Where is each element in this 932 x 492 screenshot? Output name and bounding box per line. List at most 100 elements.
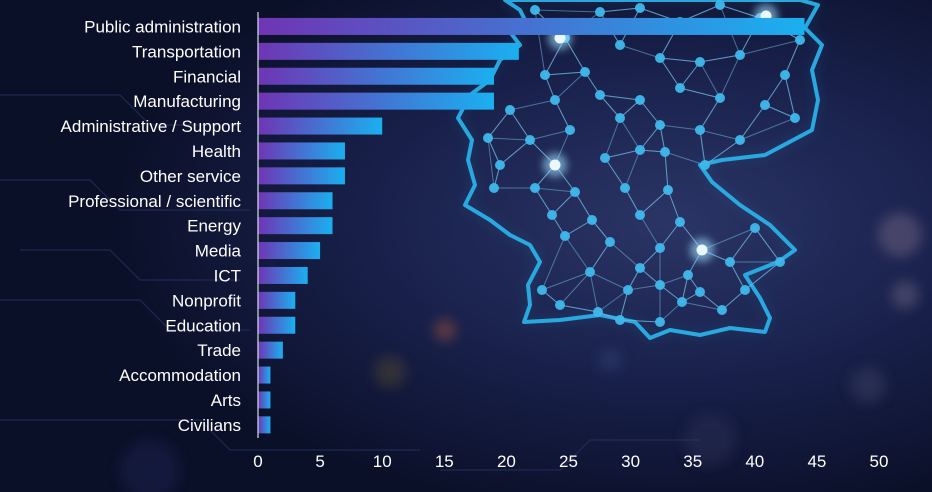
bokeh-lights — [120, 213, 922, 492]
map-edge — [604, 157, 626, 189]
map-node — [570, 187, 580, 197]
category-label: Other service — [140, 167, 241, 186]
map-node — [595, 7, 605, 17]
bar — [258, 217, 333, 235]
map-edge — [544, 71, 586, 76]
map-edge — [487, 109, 511, 139]
x-tick-label: 10 — [373, 452, 392, 471]
map-edge — [659, 57, 701, 63]
map-edge — [764, 74, 786, 106]
map-node — [525, 135, 535, 145]
map-edge — [541, 271, 591, 291]
map-node — [489, 183, 499, 193]
map-edge — [754, 227, 781, 263]
map-node — [615, 113, 625, 123]
category-labels: Public administration Transportation Finan… — [61, 17, 242, 434]
map-edge — [619, 289, 629, 321]
map-node — [715, 0, 725, 10]
map-edge — [699, 97, 721, 131]
map-node — [560, 231, 570, 241]
map-edge — [659, 124, 701, 131]
map-edge — [619, 319, 661, 323]
bar — [258, 192, 333, 210]
map-node — [550, 95, 560, 105]
map-node — [780, 70, 790, 80]
map-edge — [784, 39, 801, 76]
category-label: Trade — [197, 341, 241, 360]
map-edge — [564, 219, 593, 237]
map-edge — [604, 117, 621, 159]
bokeh-light — [891, 281, 919, 309]
map-node — [635, 3, 645, 13]
map-edge — [667, 189, 681, 223]
map-node — [655, 280, 665, 290]
x-tick-label: 5 — [315, 452, 324, 471]
map-node — [595, 90, 605, 100]
category-label: Administrative / Support — [61, 117, 242, 136]
category-label: Professional / scientific — [68, 192, 241, 211]
map-edge — [534, 187, 576, 193]
bar — [258, 316, 296, 334]
map-node — [623, 285, 633, 295]
map-node — [717, 305, 727, 315]
map-edge — [664, 151, 706, 166]
x-axis-ticks: 0 5 10 15 20 25 30 35 40 45 50 — [253, 452, 888, 471]
map-edge — [509, 109, 531, 141]
map-node — [635, 95, 645, 105]
circuit-line — [0, 299, 250, 331]
map-node — [605, 237, 615, 247]
map-edge — [534, 187, 553, 216]
map-edge — [739, 104, 766, 141]
map-edge — [639, 214, 661, 249]
map-node — [677, 297, 687, 307]
bars-group — [258, 17, 805, 434]
bar — [258, 341, 283, 359]
map-edge — [784, 74, 796, 119]
map-edge — [739, 39, 801, 56]
bar — [258, 266, 308, 284]
map-edge — [624, 149, 641, 189]
germany-network-map-icon — [456, 0, 824, 340]
map-edge — [624, 187, 641, 216]
map-edge — [487, 137, 531, 141]
map-node — [675, 217, 685, 227]
bar — [258, 92, 494, 110]
map-edge — [564, 235, 591, 273]
category-label: Health — [192, 142, 241, 161]
map-node — [555, 300, 565, 310]
map-node — [655, 53, 665, 63]
x-tick-label: 0 — [253, 452, 262, 471]
map-node — [483, 133, 493, 143]
map-node — [635, 145, 645, 155]
map-node — [600, 153, 610, 163]
map-node — [725, 257, 735, 267]
map-edge — [534, 9, 601, 13]
bar — [258, 242, 321, 260]
map-edge — [554, 71, 586, 101]
map-edge — [699, 129, 741, 141]
category-label: Accommodation — [119, 366, 241, 385]
map-node — [505, 105, 515, 115]
map-node — [660, 147, 670, 157]
map-node — [663, 185, 673, 195]
map-node — [540, 70, 550, 80]
map-node — [635, 263, 645, 273]
x-tick-label: 50 — [870, 452, 889, 471]
x-tick-label: 45 — [807, 452, 826, 471]
map-edge — [597, 289, 629, 313]
map-node — [530, 5, 540, 15]
map-edge — [681, 301, 723, 311]
map-node — [565, 125, 575, 135]
map-edge — [659, 221, 681, 249]
bar — [258, 142, 345, 160]
map-edge — [639, 124, 661, 151]
map-edge — [554, 99, 571, 131]
map-node — [695, 125, 705, 135]
x-tick-label: 40 — [745, 452, 764, 471]
category-label: Arts — [211, 391, 241, 410]
map-node — [790, 113, 800, 123]
map-node — [695, 287, 705, 297]
map-edge — [739, 117, 796, 141]
map-edge — [551, 191, 576, 216]
